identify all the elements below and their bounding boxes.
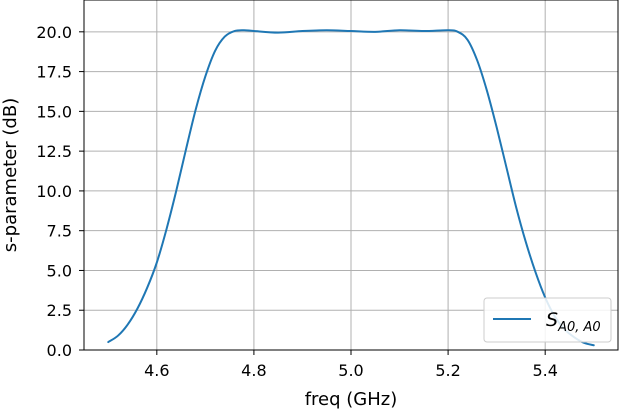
y-tick-label: 17.5 <box>36 63 72 82</box>
y-axis-label: s-parameter (dB) <box>0 98 21 252</box>
y-tick-label: 7.5 <box>47 222 72 241</box>
series-line <box>107 29 595 347</box>
x-tick-label: 4.8 <box>241 361 266 380</box>
legend-series-subscript: A0, A0 <box>557 320 601 335</box>
legend-label: SA0, A0 <box>546 309 601 335</box>
y-tick-label: 15.0 <box>36 102 72 121</box>
x-tick-label: 5.2 <box>435 361 460 380</box>
x-axis-label: freq (GHz) <box>305 389 398 410</box>
x-tick-label: 5.0 <box>338 361 363 380</box>
y-tick-label: 2.5 <box>47 301 72 320</box>
y-tick-label: 5.0 <box>47 261 72 280</box>
legend: SA0, A0 <box>483 297 612 343</box>
y-tick-label: 10.0 <box>36 182 72 201</box>
legend-box <box>483 297 612 343</box>
legend-series-name: S <box>546 309 558 331</box>
x-tick-label: 4.6 <box>144 361 169 380</box>
tick-marks <box>79 31 546 355</box>
y-tick-label: 0.0 <box>47 341 72 360</box>
y-tick-label: 12.5 <box>36 142 72 161</box>
y-tick-label: 20.0 <box>36 23 72 42</box>
tick-labels: 4.6 4.8 5.0 5.2 5.4 0.0 2.5 5.0 7.5 10.0 12.5 15.0 1… <box>36 23 558 380</box>
series-layer <box>107 29 595 347</box>
x-tick-label: 5.4 <box>532 361 557 380</box>
